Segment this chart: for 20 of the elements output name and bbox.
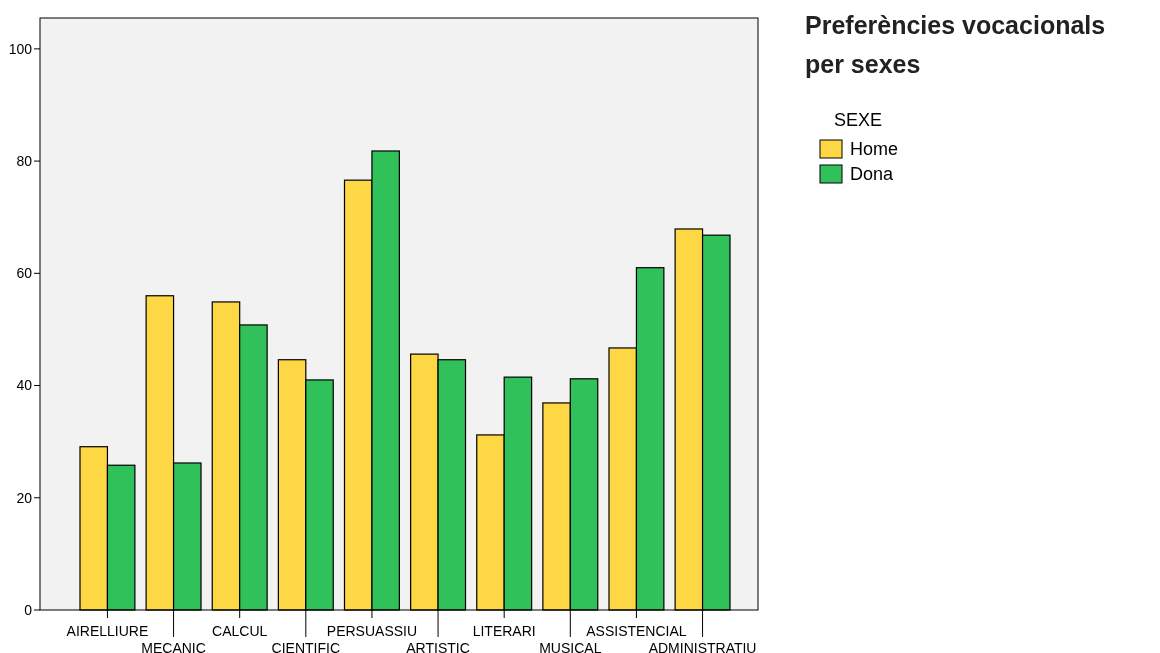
text: Preferències vocacionals per sexes: [805, 11, 1106, 78]
x-tick-label: LITERARI: [472, 622, 536, 639]
x-tick-label: ASSISTENCIAL: [586, 622, 687, 639]
x-tick-label: CIENTIFIC: [271, 639, 341, 653]
y-tick-label: 60: [16, 265, 33, 282]
x-tick-label: MUSICAL: [539, 639, 602, 653]
y-tick-label: 40: [16, 377, 33, 394]
x-tick-label: ADMINISTRATIU: [648, 639, 757, 653]
y-tick-label: 20: [16, 489, 33, 506]
x-tick-label: MECANIC: [141, 639, 206, 653]
x-tick-label: AIRELLIURE: [66, 622, 149, 639]
x-tick-label: PERSUASSIU: [326, 622, 418, 639]
x-tick-label: CALCUL: [212, 622, 268, 639]
y-tick-label: 100: [8, 40, 33, 57]
legend-label: Dona: [850, 164, 895, 185]
legend-title: SEXE: [834, 110, 883, 130]
legend-label: Home: [850, 139, 899, 160]
y-tick-label: 0: [24, 601, 33, 618]
y-tick-label: 80: [16, 152, 33, 169]
x-tick-label: ARTISTIC: [406, 639, 470, 653]
